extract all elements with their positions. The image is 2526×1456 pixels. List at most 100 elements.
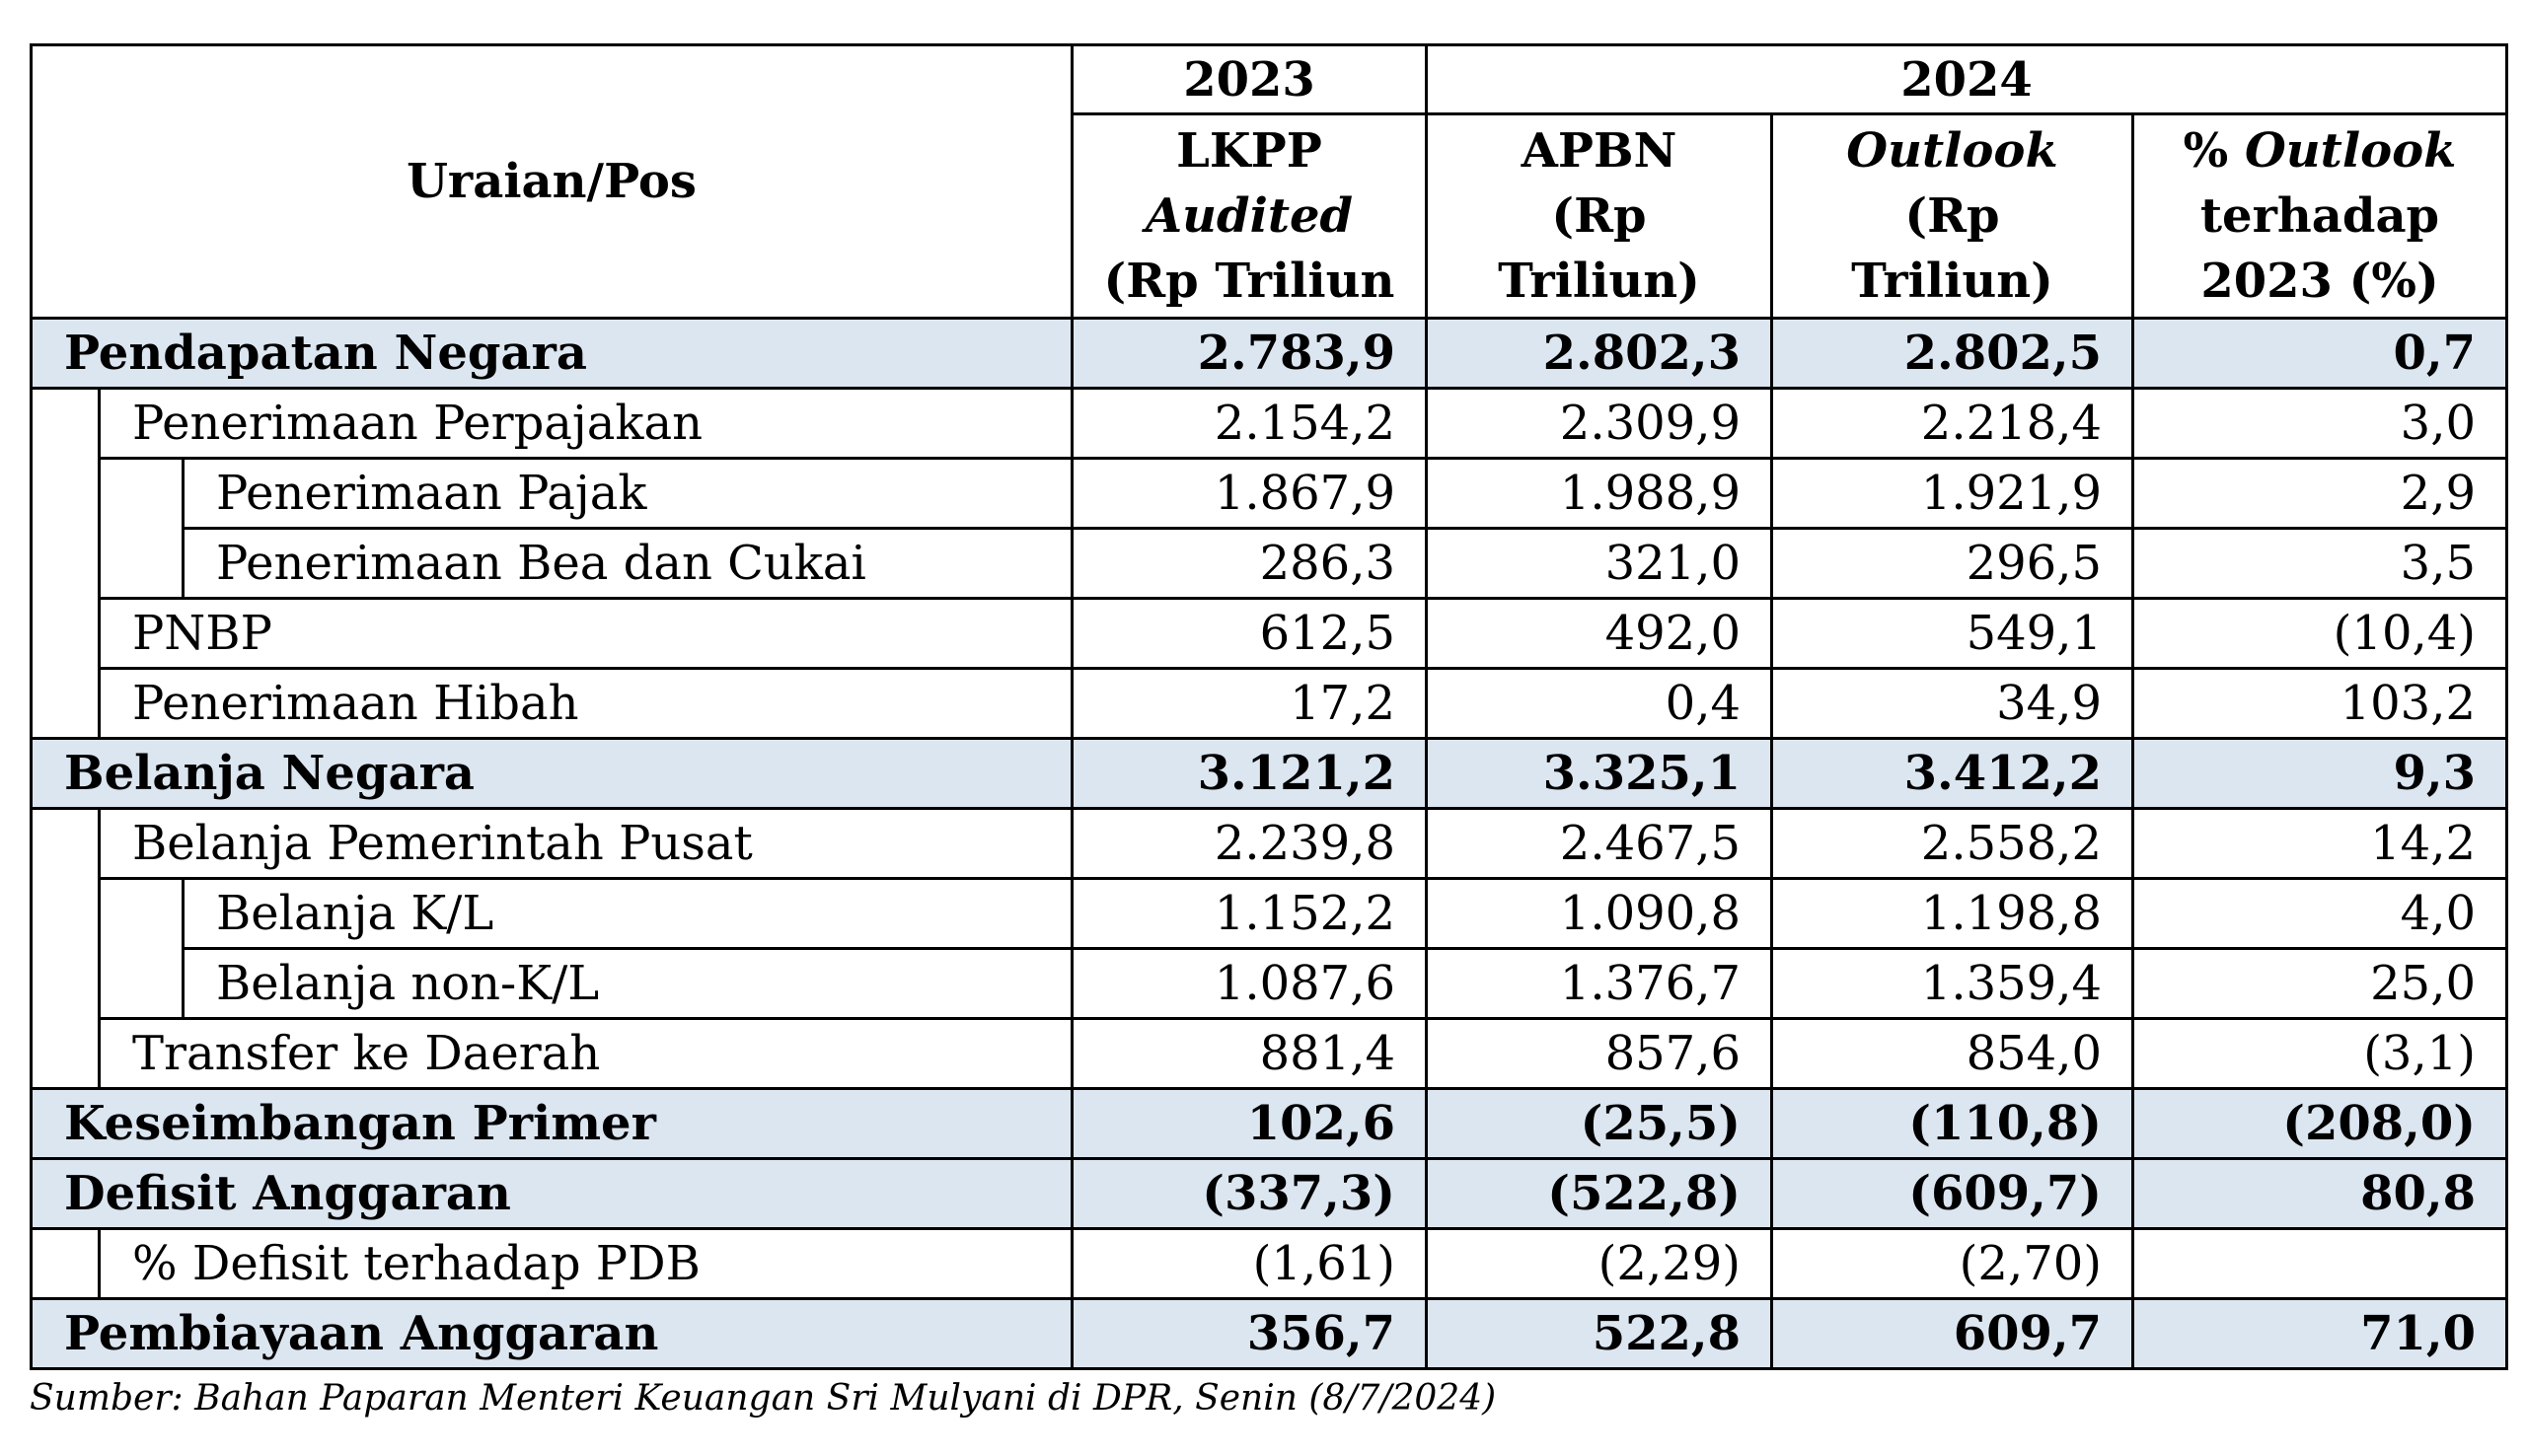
value-lkpp-2023: (337,3) xyxy=(1071,1157,1428,1230)
value-lkpp-2023: 286,3 xyxy=(1071,527,1428,600)
table-body: Pendapatan Negara 2.783,9 2.802,3 2.802,5 0,… xyxy=(30,317,2508,1370)
value-pct-outlook-vs-2023: 80,8 xyxy=(2131,1157,2508,1230)
value-pct-outlook-vs-2023: 3,5 xyxy=(2131,527,2508,600)
value-outlook-2024: 296,5 xyxy=(1770,527,2134,600)
indent-cell xyxy=(98,877,185,1020)
value-pct-outlook-vs-2023: 25,0 xyxy=(2131,947,2508,1020)
table-row: Belanja K/L 1.152,2 1.090,8 1.198,8 4,0 xyxy=(32,877,2508,1020)
header-line: Triliun) xyxy=(1498,254,1700,309)
row-label: Belanja K/L xyxy=(182,877,1074,950)
value-pct-outlook-vs-2023: 3,0 xyxy=(2131,387,2508,460)
table-header: Uraian/Pos 2023 2024 LKPP Audited (Rp Tr… xyxy=(30,43,2508,320)
value-apbn-2024: 3.325,1 xyxy=(1425,737,1773,810)
value-pct-outlook-vs-2023: 14,2 xyxy=(2131,807,2508,880)
row-label: Pembiayaan Anggaran xyxy=(30,1297,1074,1370)
value-apbn-2024: 0,4 xyxy=(1425,667,1773,740)
value-outlook-2024: 609,7 xyxy=(1770,1297,2134,1370)
value-apbn-2024: 522,8 xyxy=(1425,1297,1773,1370)
value-lkpp-2023: 2.154,2 xyxy=(1071,387,1428,460)
value-pct-outlook-vs-2023: 71,0 xyxy=(2131,1297,2508,1370)
value-lkpp-2023: (1,61) xyxy=(1071,1227,1428,1300)
row-label: % Defisit terhadap PDB xyxy=(98,1227,1074,1300)
indent-cell xyxy=(30,807,101,1090)
value-outlook-2024: (110,8) xyxy=(1770,1087,2134,1160)
table-row: Transfer ke Daerah 881,4 857,6 854,0 (3,1) xyxy=(32,1017,2508,1090)
value-lkpp-2023: 2.239,8 xyxy=(1071,807,1428,880)
row-label: Penerimaan Pajak xyxy=(182,457,1074,530)
header-line-italic: Outlook xyxy=(2244,123,2457,179)
header-year-2024: 2024 xyxy=(1425,43,2508,115)
header-outlook: Outlook (Rp Triliun) xyxy=(1770,112,2134,320)
value-pct-outlook-vs-2023: (10,4) xyxy=(2131,597,2508,670)
table-row-section: Defisit Anggaran (337,3) (522,8) (609,7) 80,… xyxy=(30,1157,2508,1230)
source-note: Sumber: Bahan Paparan Menteri Keuangan S… xyxy=(30,1378,1497,1419)
value-outlook-2024: 3.412,2 xyxy=(1770,737,2134,810)
value-outlook-2024: (2,70) xyxy=(1770,1227,2134,1300)
value-apbn-2024: (25,5) xyxy=(1425,1087,1773,1160)
value-pct-outlook-vs-2023: 103,2 xyxy=(2131,667,2508,740)
table-row-section: Pembiayaan Anggaran 356,7 522,8 609,7 71,0 xyxy=(30,1297,2508,1370)
table-row-section: Belanja Negara 3.121,2 3.325,1 3.412,2 9,3 xyxy=(30,737,2508,810)
value-lkpp-2023: 1.867,9 xyxy=(1071,457,1428,530)
indent-cell xyxy=(30,1227,101,1300)
table-row: Penerimaan Bea dan Cukai 286,3 321,0 296,5 3… xyxy=(32,527,2508,600)
header-row-years: Uraian/Pos 2023 2024 xyxy=(30,43,2508,320)
value-pct-outlook-vs-2023: 0,7 xyxy=(2131,317,2508,390)
value-lkpp-2023: 1.087,6 xyxy=(1071,947,1428,1020)
header-line: LKPP xyxy=(1176,123,1322,179)
budget-table: Uraian/Pos 2023 2024 LKPP Audited (Rp Tr… xyxy=(30,43,2508,1370)
value-apbn-2024: (522,8) xyxy=(1425,1157,1773,1230)
row-label: Defisit Anggaran xyxy=(30,1157,1074,1230)
header-line: (Rp xyxy=(1551,188,1647,244)
row-label: Penerimaan Bea dan Cukai xyxy=(182,527,1074,600)
value-apbn-2024: 1.090,8 xyxy=(1425,877,1773,950)
row-label: PNBP xyxy=(98,597,1074,670)
row-label: Belanja Negara xyxy=(30,737,1074,810)
header-uraian-pos: Uraian/Pos xyxy=(30,43,1074,320)
value-apbn-2024: (2,29) xyxy=(1425,1227,1773,1300)
header-line: Outlook xyxy=(1775,118,2130,183)
value-apbn-2024: 1.988,9 xyxy=(1425,457,1773,530)
header-line-italic: Outlook xyxy=(1846,123,2058,179)
value-outlook-2024: 854,0 xyxy=(1770,1017,2134,1090)
header-year-2023: 2023 xyxy=(1071,43,1428,115)
row-label: Belanja non-K/L xyxy=(182,947,1074,1020)
value-lkpp-2023: 102,6 xyxy=(1071,1087,1428,1160)
value-apbn-2024: 2.467,5 xyxy=(1425,807,1773,880)
header-line: Triliun) xyxy=(1851,254,2053,309)
percent-sign: % xyxy=(2183,123,2229,179)
value-outlook-2024: 2.802,5 xyxy=(1770,317,2134,390)
value-pct-outlook-vs-2023: 4,0 xyxy=(2131,877,2508,950)
table-row: Belanja Pemerintah Pusat 2.239,8 2.467,5 2.… xyxy=(30,807,2508,1090)
value-lkpp-2023: 612,5 xyxy=(1071,597,1428,670)
value-outlook-2024: 1.359,4 xyxy=(1770,947,2134,1020)
row-label: Transfer ke Daerah xyxy=(98,1017,1074,1090)
row-label: Belanja Pemerintah Pusat xyxy=(98,807,1074,880)
header-apbn: APBN (Rp Triliun) xyxy=(1425,112,1773,320)
table-row-section: Pendapatan Negara 2.783,9 2.802,3 2.802,5 0,… xyxy=(30,317,2508,390)
value-lkpp-2023: 356,7 xyxy=(1071,1297,1428,1370)
row-label: Keseimbangan Primer xyxy=(30,1087,1074,1160)
value-apbn-2024: 492,0 xyxy=(1425,597,1773,670)
table-row: Penerimaan Perpajakan 2.154,2 2.309,9 2.218… xyxy=(30,387,2508,740)
value-lkpp-2023: 2.783,9 xyxy=(1071,317,1428,390)
value-pct-outlook-vs-2023: 9,3 xyxy=(2131,737,2508,810)
value-apbn-2024: 857,6 xyxy=(1425,1017,1773,1090)
table-row-section: Keseimbangan Primer 102,6 (25,5) (110,8) (20… xyxy=(30,1087,2508,1160)
table-row: Penerimaan Hibah 17,2 0,4 34,9 103,2 xyxy=(32,667,2508,740)
value-lkpp-2023: 1.152,2 xyxy=(1071,877,1428,950)
value-lkpp-2023: 17,2 xyxy=(1071,667,1428,740)
header-line: (Rp xyxy=(1904,188,2000,244)
value-apbn-2024: 1.376,7 xyxy=(1425,947,1773,1020)
value-pct-outlook-vs-2023: (3,1) xyxy=(2131,1017,2508,1090)
header-lkpp-audited: LKPP Audited (Rp Triliun xyxy=(1071,112,1428,320)
row-label: Penerimaan Perpajakan xyxy=(98,387,1074,460)
value-outlook-2024: 2.558,2 xyxy=(1770,807,2134,880)
value-outlook-2024: 2.218,4 xyxy=(1770,387,2134,460)
header-line-italic: Audited xyxy=(1145,188,1354,244)
value-apbn-2024: 2.309,9 xyxy=(1425,387,1773,460)
value-outlook-2024: 34,9 xyxy=(1770,667,2134,740)
indent-cell xyxy=(98,457,185,600)
header-line: % Outlook xyxy=(2136,118,2504,183)
value-outlook-2024: 1.198,8 xyxy=(1770,877,2134,950)
